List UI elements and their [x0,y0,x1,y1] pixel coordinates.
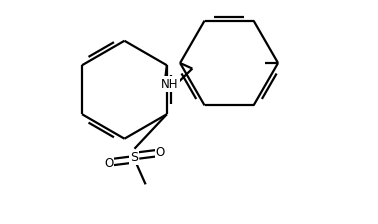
Text: O: O [155,146,165,159]
Text: O: O [104,157,113,170]
Text: S: S [130,151,138,164]
Text: NH: NH [161,78,179,91]
